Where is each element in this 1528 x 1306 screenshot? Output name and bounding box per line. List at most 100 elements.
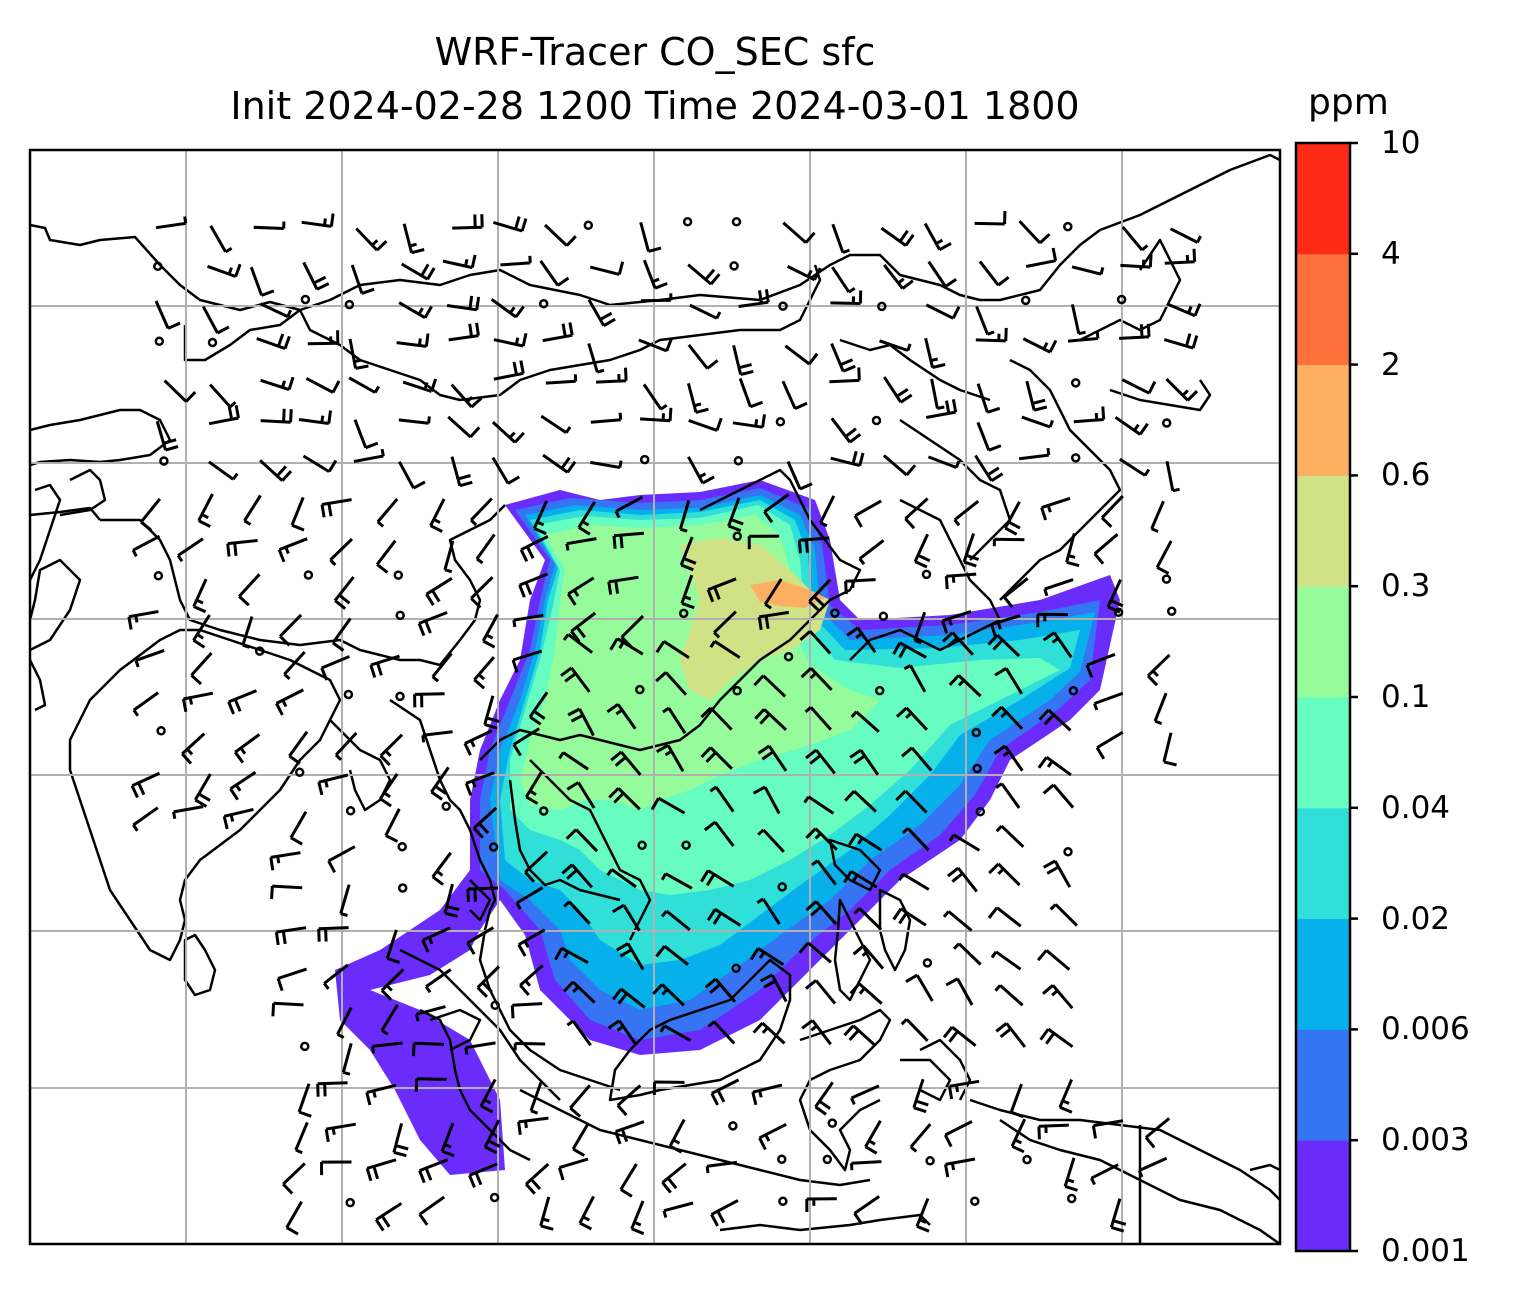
wind-barb bbox=[610, 750, 642, 776]
wind-barb bbox=[446, 295, 481, 312]
calm-wind-marker bbox=[1161, 418, 1172, 428]
wind-barb bbox=[801, 1019, 832, 1046]
wind-barb bbox=[608, 787, 641, 811]
wind-barb bbox=[1109, 1198, 1127, 1233]
wind-barb bbox=[903, 664, 927, 693]
wind-barb bbox=[892, 641, 927, 659]
wind-barb bbox=[811, 859, 837, 886]
calm-wind-marker bbox=[635, 684, 645, 695]
wind-barb bbox=[752, 785, 781, 815]
wind-barb bbox=[700, 746, 733, 770]
wind-barb bbox=[192, 614, 211, 649]
wind-barb bbox=[994, 667, 1024, 695]
wind-barb bbox=[962, 533, 980, 568]
wind-barb bbox=[995, 782, 1021, 809]
wind-barb bbox=[334, 731, 358, 761]
calm-wind-marker bbox=[345, 1197, 355, 1208]
wind-barb bbox=[901, 746, 933, 772]
wind-barb bbox=[238, 573, 261, 607]
wind-barb bbox=[1093, 533, 1119, 565]
calm-wind-marker bbox=[878, 611, 889, 622]
wind-barb bbox=[525, 770, 544, 805]
colorbar-bin-5 bbox=[1296, 586, 1350, 698]
wind-barb bbox=[1166, 302, 1202, 318]
wind-barb bbox=[660, 909, 691, 931]
wind-barb bbox=[1022, 337, 1058, 354]
wind-barb bbox=[652, 983, 685, 1007]
wind-barb bbox=[155, 216, 188, 230]
wind-barb bbox=[1018, 447, 1051, 461]
wind-barb bbox=[1165, 378, 1199, 402]
calm-wind-marker bbox=[156, 726, 166, 736]
wind-barb bbox=[611, 903, 641, 932]
wind-barb bbox=[132, 806, 159, 832]
wind-barb bbox=[571, 1122, 590, 1157]
calm-wind-marker bbox=[1022, 1154, 1032, 1165]
wind-barb bbox=[858, 539, 885, 566]
wind-barb bbox=[275, 688, 304, 716]
wind-barb bbox=[925, 399, 958, 419]
calm-wind-marker bbox=[877, 301, 887, 312]
calm-wind-marker bbox=[254, 646, 265, 656]
calm-wind-marker bbox=[153, 261, 163, 272]
calm-wind-marker bbox=[344, 299, 355, 310]
wind-barb bbox=[517, 928, 546, 957]
wind-barb bbox=[1162, 732, 1177, 767]
wind-barb bbox=[941, 631, 975, 656]
wind-barb bbox=[590, 460, 623, 469]
wind-barb bbox=[879, 339, 912, 352]
wind-barb bbox=[466, 886, 498, 903]
wind-barb bbox=[905, 973, 934, 1002]
wind-barb bbox=[1040, 496, 1071, 521]
wind-barb bbox=[208, 405, 240, 426]
wind-barb bbox=[554, 946, 589, 965]
wind-barb bbox=[481, 613, 499, 649]
calm-wind-marker bbox=[732, 686, 742, 696]
wind-barb bbox=[452, 214, 484, 230]
wind-barb bbox=[566, 1019, 592, 1047]
wind-barb bbox=[567, 707, 595, 737]
wind-barb bbox=[301, 213, 335, 228]
calm-wind-marker bbox=[639, 454, 650, 465]
wind-barb bbox=[757, 828, 785, 853]
wind-barb bbox=[206, 263, 242, 278]
wind-barb bbox=[1144, 1117, 1171, 1149]
wind-barb bbox=[333, 576, 355, 610]
calm-wind-marker bbox=[303, 570, 314, 580]
wind-barb bbox=[805, 748, 836, 775]
wind-barb bbox=[464, 1041, 496, 1055]
wind-barb bbox=[443, 540, 455, 574]
wind-barb bbox=[850, 1160, 882, 1171]
wind-barb bbox=[988, 862, 1021, 887]
wind-barb bbox=[353, 448, 385, 463]
wind-barb bbox=[429, 498, 446, 533]
colorbar-tick-label: 4 bbox=[1381, 235, 1401, 272]
wind-barb bbox=[229, 771, 257, 801]
wind-barb bbox=[227, 689, 258, 715]
wind-barb bbox=[687, 263, 721, 286]
wind-barb bbox=[316, 1081, 348, 1097]
plot-title-line1: WRF-Tracer CO_SEC sfc bbox=[434, 30, 876, 74]
wind-barb bbox=[323, 963, 349, 990]
wind-barb bbox=[830, 290, 863, 305]
calm-wind-marker bbox=[925, 1156, 935, 1166]
wind-barb bbox=[991, 706, 1024, 730]
wind-barb bbox=[763, 493, 790, 524]
wind-barb bbox=[241, 616, 254, 649]
wind-barb bbox=[915, 1197, 930, 1233]
colorbar-bin-3 bbox=[1296, 807, 1350, 920]
wind-barb bbox=[1093, 691, 1124, 711]
wind-barb bbox=[1070, 304, 1086, 336]
wind-barb bbox=[1118, 457, 1151, 477]
wind-barb bbox=[472, 806, 498, 839]
wind-barb bbox=[256, 333, 291, 351]
calm-wind-marker bbox=[731, 963, 741, 974]
wind-barb bbox=[900, 1018, 929, 1042]
wind-barb bbox=[660, 872, 693, 890]
wind-barb bbox=[1021, 415, 1054, 429]
wind-barb bbox=[285, 1200, 303, 1236]
calm-wind-marker bbox=[729, 261, 739, 271]
wind-barb bbox=[139, 497, 162, 532]
calm-wind-marker bbox=[822, 1154, 833, 1165]
wind-barb bbox=[1010, 1118, 1027, 1154]
